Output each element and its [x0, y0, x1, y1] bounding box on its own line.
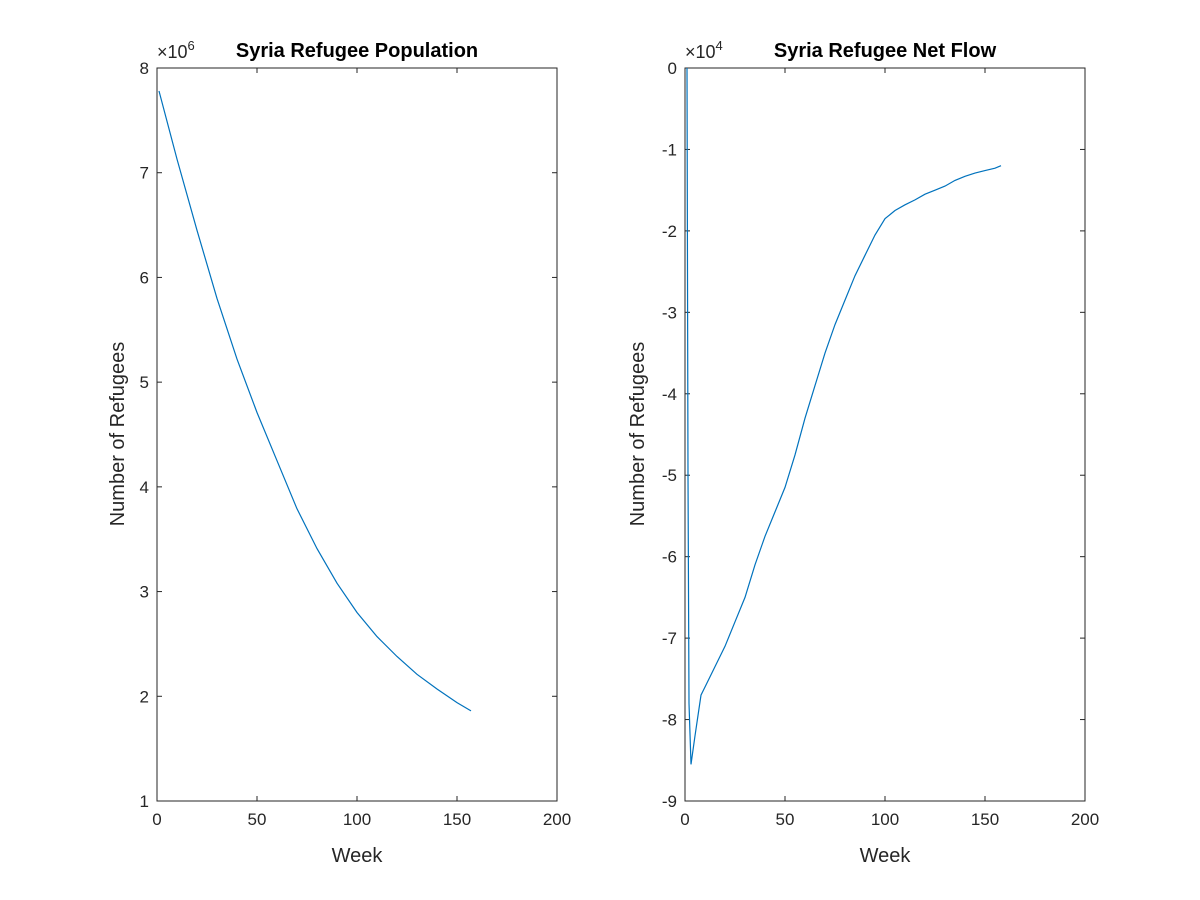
population-y-tick-label: 5: [140, 373, 149, 392]
net-flow-x-tick-label: 50: [776, 810, 795, 829]
net-flow-x-ticks: 0 50 100 150 200: [680, 68, 1099, 829]
net-flow-y-tick-label: -2: [662, 222, 677, 241]
population-x-tick-label: 100: [343, 810, 371, 829]
net-flow-y-tick-label: -3: [662, 303, 677, 322]
net-flow-y-tick-label: -6: [662, 548, 677, 567]
net-flow-x-tick-label: 0: [680, 810, 689, 829]
population-y-tick-label: 6: [140, 268, 149, 287]
net-flow-x-tick-label: 150: [971, 810, 999, 829]
net-flow-y-tick-label: -1: [662, 140, 677, 159]
population-x-tick-label: 50: [248, 810, 267, 829]
population-x-tick-label: 150: [443, 810, 471, 829]
population-y-tick-label: 1: [140, 792, 149, 811]
net-flow-y-tick-label: -5: [662, 466, 677, 485]
net-flow-x-tick-label: 200: [1071, 810, 1099, 829]
net-flow-series-line: [686, 67, 1002, 765]
population-y-ticks: 1 2 3 4 5 6 7 8: [140, 59, 557, 811]
population-series-line: [158, 90, 472, 712]
net-flow-y-tick-label: -7: [662, 629, 677, 648]
net-flow-x-tick-label: 100: [871, 810, 899, 829]
population-y-tick-label: 7: [140, 164, 149, 183]
net-flow-y-exponent: ×104: [685, 38, 723, 62]
net-flow-chart: 0 50 100 150 200 -9 -8 -7 -6 -5 -4 -3 -2 -1 0 Syria R…: [627, 38, 1099, 867]
population-y-exponent: ×106: [157, 38, 195, 62]
net-flow-y-tick-label: 0: [668, 59, 677, 78]
net-flow-y-tick-label: -4: [662, 385, 677, 404]
population-y-axis-label: Number of Refugees: [107, 342, 129, 527]
population-x-ticks: 0 50 100 150 200: [152, 68, 571, 829]
population-x-tick-label: 200: [543, 810, 571, 829]
net-flow-x-axis-label: Week: [860, 845, 912, 867]
net-flow-y-ticks: -9 -8 -7 -6 -5 -4 -3 -2 -1 0: [662, 59, 1085, 811]
population-x-axis-label: Week: [332, 845, 384, 867]
population-y-tick-label: 3: [140, 583, 149, 602]
population-plot-frame: [156, 67, 558, 802]
net-flow-y-axis-label: Number of Refugees: [627, 342, 649, 527]
net-flow-y-tick-label: -9: [662, 792, 677, 811]
population-y-tick-label: 4: [140, 478, 149, 497]
population-title: Syria Refugee Population: [236, 40, 478, 62]
population-exponent-base: ×10: [157, 42, 188, 62]
population-x-tick-label: 0: [152, 810, 161, 829]
population-chart: 0 50 100 150 200 1 2 3 4 5 6 7 8 Syria Refugee Popu…: [107, 38, 571, 867]
net-flow-title: Syria Refugee Net Flow: [774, 40, 997, 62]
net-flow-exponent-power: 4: [716, 38, 723, 53]
population-exponent-power: 6: [188, 38, 195, 53]
population-y-tick-label: 2: [140, 687, 149, 706]
net-flow-plot-frame: [684, 67, 1086, 802]
net-flow-exponent-base: ×10: [685, 42, 716, 62]
net-flow-y-tick-label: -8: [662, 711, 677, 730]
population-y-tick-label: 8: [140, 59, 149, 78]
